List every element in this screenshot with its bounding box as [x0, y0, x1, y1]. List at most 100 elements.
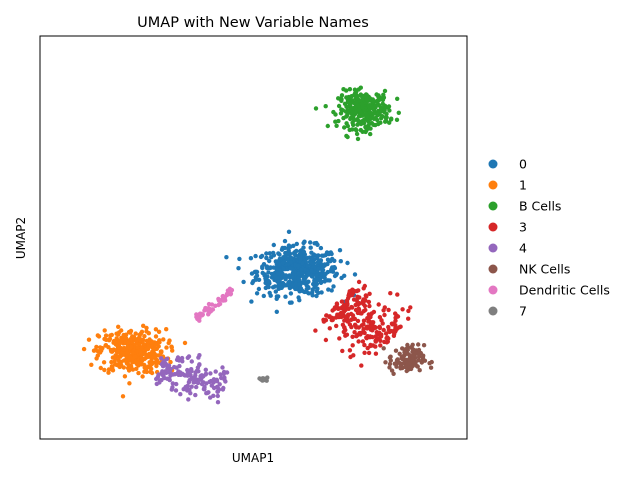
scatter-point: [331, 284, 336, 289]
scatter-point: [345, 99, 351, 105]
scatter-point: [211, 385, 217, 391]
scatter-point: [271, 242, 276, 248]
scatter-point: [395, 96, 400, 102]
scatter-point: [371, 111, 376, 116]
scatter-point: [368, 327, 374, 332]
scatter-point: [336, 103, 342, 109]
scatter-point: [173, 388, 179, 393]
scatter-point: [360, 339, 366, 344]
legend-marker-7: [488, 306, 498, 316]
scatter-point: [344, 88, 349, 93]
scatter-point: [313, 106, 319, 111]
scatter-point: [386, 336, 391, 341]
scatter-point: [300, 260, 305, 266]
scatter-point: [144, 325, 149, 331]
scatter-point: [416, 347, 422, 353]
scatter-point: [102, 367, 107, 373]
scatter-point: [386, 104, 392, 109]
scatter-point: [139, 329, 145, 334]
scatter-point: [373, 122, 378, 128]
scatter-point: [365, 118, 370, 123]
scatter-point: [202, 387, 207, 392]
scatter-point: [353, 90, 359, 95]
scatter-point: [356, 339, 361, 344]
scatter-point: [389, 368, 395, 373]
scatter-point: [347, 348, 353, 353]
scatter-point: [215, 385, 220, 391]
scatter-point: [135, 336, 141, 342]
series-nk-cells: [381, 342, 434, 376]
scatter-point: [380, 97, 386, 103]
scatter-point: [369, 121, 375, 126]
scatter-point: [161, 363, 166, 369]
scatter-point: [344, 104, 349, 109]
legend-label-0: 0: [519, 157, 527, 172]
scatter-point: [152, 351, 157, 356]
scatter-point: [169, 345, 174, 350]
scatter-point: [368, 314, 373, 320]
scatter-point: [352, 272, 358, 277]
scatter-point: [159, 350, 164, 355]
scatter-point: [215, 400, 221, 405]
scatter-point: [182, 340, 188, 346]
scatter-point: [154, 381, 159, 387]
scatter-point: [349, 94, 354, 99]
scatter-point: [164, 345, 169, 350]
legend-label-4: 4: [519, 241, 527, 256]
scatter-point: [372, 324, 378, 330]
scatter-point: [345, 302, 350, 307]
scatter-point: [339, 299, 345, 304]
scatter-point: [128, 355, 133, 360]
scatter-point: [393, 315, 398, 320]
scatter-point: [273, 289, 278, 294]
scatter-point: [348, 116, 353, 122]
scatter-point: [339, 97, 344, 102]
scatter-point: [267, 251, 272, 256]
scatter-point: [94, 356, 99, 361]
scatter-point: [154, 361, 159, 366]
legend-marker-3: [488, 222, 498, 232]
scatter-point: [309, 290, 315, 295]
scatter-point: [193, 392, 198, 398]
scatter-point: [153, 327, 159, 332]
scatter-point: [296, 276, 301, 281]
scatter-point: [356, 279, 362, 285]
scatter-point: [224, 255, 229, 260]
scatter-point: [353, 127, 358, 132]
legend-label-1: 1: [519, 178, 527, 193]
scatter-point: [197, 315, 202, 321]
scatter-point: [299, 267, 304, 273]
scatter-point: [422, 358, 428, 363]
scatter-point: [127, 337, 133, 342]
scatter-point: [301, 249, 307, 255]
scatter-point: [370, 334, 375, 340]
scatter-point: [109, 332, 115, 338]
scatter-point: [116, 347, 122, 353]
scatter-point: [416, 358, 421, 363]
scatter-point: [170, 348, 175, 353]
scatter-point: [279, 247, 285, 252]
scatter-point: [364, 294, 369, 299]
scatter-point: [288, 291, 294, 296]
scatter-point: [304, 274, 309, 279]
scatter-point: [120, 394, 126, 399]
scatter-point: [373, 339, 378, 344]
scatter-point: [256, 286, 262, 292]
scatter-point: [254, 291, 260, 296]
scatter-point: [352, 316, 357, 321]
scatter-point: [148, 362, 153, 367]
scatter-point: [421, 353, 426, 358]
scatter-point: [199, 373, 204, 378]
scatter-point: [208, 371, 213, 376]
scatter-point: [403, 349, 408, 355]
scatter-point: [268, 265, 273, 270]
scatter-point: [331, 109, 336, 115]
scatter-point: [414, 364, 420, 369]
scatter-point: [197, 362, 202, 368]
scatter-point: [298, 285, 303, 291]
scatter-point: [144, 367, 149, 372]
scatter-point: [140, 357, 145, 363]
scatter-point: [342, 325, 347, 330]
scatter-point: [355, 122, 360, 127]
scatter-point: [93, 348, 98, 353]
